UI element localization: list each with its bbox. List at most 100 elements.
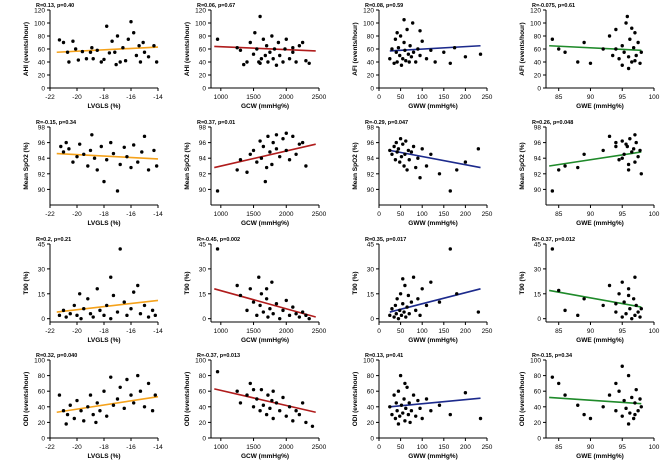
data-point xyxy=(238,158,243,162)
y-tick-label: 0 xyxy=(537,86,541,93)
data-point xyxy=(274,133,279,137)
data-point xyxy=(125,154,129,159)
data-point xyxy=(395,60,399,64)
x-axis-label: GWW (mmHg%) xyxy=(408,103,457,110)
x-tick-label: -14 xyxy=(153,94,163,101)
data-point xyxy=(98,409,102,413)
y-tick-label: 0 xyxy=(202,436,206,443)
x-axis-label: LVGLS (%) xyxy=(87,220,120,227)
x-axis-label: GWW (mmHg%) xyxy=(408,337,457,344)
data-point xyxy=(64,422,68,426)
data-point xyxy=(79,316,83,321)
x-tick-label: 2000 xyxy=(279,444,294,451)
data-point xyxy=(261,144,266,149)
data-point xyxy=(88,50,93,54)
data-point xyxy=(138,389,143,393)
data-point xyxy=(634,303,638,308)
x-tick-label: -22 xyxy=(45,444,55,451)
data-point xyxy=(401,57,405,61)
data-point xyxy=(617,57,621,61)
data-point xyxy=(61,40,66,45)
y-tick-label: 98 xyxy=(38,125,46,132)
data-point xyxy=(411,50,416,54)
data-point xyxy=(582,40,586,45)
x-tick-label: 250 xyxy=(482,444,493,451)
x-axis-label: GCW (mmHg%) xyxy=(241,220,289,227)
x-tick-label: 2500 xyxy=(312,444,327,451)
x-tick-label: -20 xyxy=(72,211,82,218)
data-point xyxy=(88,393,93,397)
data-point xyxy=(271,312,275,316)
x-tick-label: -20 xyxy=(72,444,82,451)
y-axis-label: ODI (events/hour) xyxy=(184,372,191,427)
y-tick-label: 80 xyxy=(199,373,207,380)
data-point xyxy=(61,308,66,313)
y-tick-label: 120 xyxy=(195,8,206,15)
y-tick-label: 20 xyxy=(38,73,46,80)
x-axis-label: GWE (mmHg%) xyxy=(576,220,624,227)
data-point xyxy=(398,53,402,58)
y-tick-label: 0 xyxy=(41,436,45,443)
data-point xyxy=(429,280,433,284)
stat-annotation: R=0.37, p=0.01 xyxy=(197,120,235,126)
data-point xyxy=(576,165,580,170)
data-point xyxy=(622,300,626,304)
data-point xyxy=(404,406,408,411)
data-point xyxy=(405,168,409,172)
x-axis-label: GCW (mmHg%) xyxy=(241,103,289,110)
data-point xyxy=(251,148,256,153)
data-point xyxy=(424,164,429,168)
y-tick-label: 96 xyxy=(199,140,207,147)
data-point xyxy=(614,409,618,413)
data-point xyxy=(390,47,394,51)
data-point xyxy=(463,160,468,164)
regression-line xyxy=(549,289,642,308)
data-point xyxy=(395,150,399,154)
data-point xyxy=(406,148,411,153)
data-point xyxy=(137,44,141,48)
data-point xyxy=(72,303,77,308)
data-point xyxy=(630,150,634,154)
data-point xyxy=(126,37,130,41)
data-point xyxy=(411,393,416,397)
data-point xyxy=(270,280,274,284)
data-point xyxy=(75,398,79,403)
x-tick-label: 0 xyxy=(377,328,381,335)
data-point xyxy=(628,137,632,141)
data-point xyxy=(294,312,298,316)
data-point xyxy=(631,416,636,421)
y-tick-label: 40 xyxy=(38,404,46,411)
data-point xyxy=(215,370,220,374)
data-point xyxy=(138,312,143,316)
data-point xyxy=(550,247,555,251)
data-point xyxy=(258,409,262,413)
data-point xyxy=(304,313,308,318)
data-point xyxy=(614,140,618,145)
data-point xyxy=(215,189,220,193)
data-point xyxy=(98,308,102,313)
data-point xyxy=(411,144,416,149)
x-tick-label: 95 xyxy=(619,444,627,451)
data-point xyxy=(125,377,129,382)
data-point xyxy=(411,275,416,279)
y-axis-label: Mean SpO2 (%) xyxy=(23,142,30,189)
data-point xyxy=(396,389,401,393)
data-point xyxy=(588,61,593,65)
data-point xyxy=(109,275,113,279)
data-point xyxy=(601,303,605,308)
data-point xyxy=(235,46,239,50)
x-axis-label: GWE (mmHg%) xyxy=(576,453,624,460)
data-point xyxy=(268,50,272,54)
y-tick-label: 20 xyxy=(367,420,375,427)
panel-12: 0 15 30 45 85 90 95 100 GWE (mmHg%) T90 (%) R=-0.3… xyxy=(519,237,660,344)
regression-line xyxy=(549,396,642,405)
data-point xyxy=(416,297,420,301)
data-point xyxy=(394,50,398,54)
stat-annotation: R=0.08, p=0.59 xyxy=(365,3,403,9)
data-point xyxy=(258,139,262,143)
stat-annotation: R=-0.37, p=0.013 xyxy=(197,353,240,359)
data-point xyxy=(631,147,636,151)
x-tick-label: 95 xyxy=(619,211,627,218)
stat-annotation: R=0.2, p=0.21 xyxy=(36,237,71,243)
regression-line xyxy=(389,288,481,313)
